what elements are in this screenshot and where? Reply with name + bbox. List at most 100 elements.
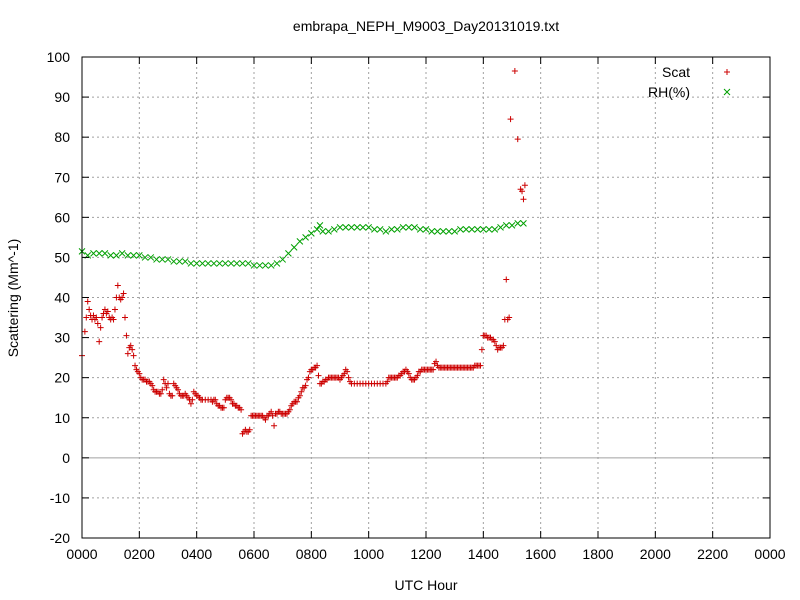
rh-point <box>491 226 499 233</box>
rh-point <box>422 226 430 233</box>
rh-point <box>90 250 97 257</box>
rh-point <box>319 228 327 235</box>
rh-point <box>107 252 115 259</box>
rh-point <box>233 260 241 267</box>
rh-point <box>316 221 324 229</box>
rh-point <box>416 226 424 233</box>
rh-point <box>124 252 132 259</box>
legend-marker-scat <box>724 69 730 75</box>
scat-point <box>238 406 245 413</box>
scat-point <box>94 320 101 327</box>
rh-point <box>221 260 229 267</box>
rh-point <box>199 260 206 267</box>
scat-point <box>262 416 269 423</box>
scat-point <box>212 396 219 403</box>
y-tick-label: -20 <box>50 530 70 546</box>
scat-point <box>433 358 440 365</box>
scat-point <box>175 386 182 393</box>
scat-point <box>132 362 139 369</box>
tick-labels: -20 -10 0 10 20 30 40 50 60 70 80 90 100 0000 0200 0400… <box>47 49 786 562</box>
rh-point <box>250 262 258 269</box>
rh-point <box>382 228 390 235</box>
rh-point <box>113 252 120 259</box>
rh-point <box>141 254 149 261</box>
y-tick-label: -10 <box>50 490 70 506</box>
rh-point <box>342 224 350 231</box>
series-scat <box>79 68 528 437</box>
rh-point <box>279 256 287 263</box>
scat-point <box>286 406 293 413</box>
scat-point <box>521 182 528 189</box>
rh-point <box>227 260 235 267</box>
rh-point <box>267 262 275 269</box>
rh-point <box>365 224 373 231</box>
rh-point <box>514 219 522 227</box>
rh-point <box>445 228 453 235</box>
rh-point <box>239 260 246 267</box>
scat-point <box>86 306 93 313</box>
y-tick-label: 20 <box>54 370 70 386</box>
scat-point <box>129 346 136 353</box>
rh-point <box>462 226 470 233</box>
rh-point <box>393 226 401 233</box>
rh-point <box>434 228 441 235</box>
rh-point <box>336 224 344 231</box>
scat-point <box>500 342 507 349</box>
rh-point <box>193 260 201 267</box>
rh-point <box>497 224 504 231</box>
x-axis-label: UTC Hour <box>394 577 457 593</box>
rh-point <box>118 250 126 257</box>
legend-marker-rh <box>723 88 731 96</box>
scat-point <box>110 316 117 323</box>
rh-point <box>330 226 338 233</box>
rh-point <box>468 226 476 233</box>
data-series <box>78 68 528 437</box>
scat-point <box>165 380 171 387</box>
rh-point <box>353 224 361 231</box>
axes <box>81 56 771 539</box>
scat-point <box>519 188 526 195</box>
rh-point <box>135 252 143 259</box>
scat-point <box>122 314 128 321</box>
scat-point <box>160 376 167 383</box>
scat-point <box>271 422 278 429</box>
x-tick-label: 0000 <box>754 546 785 562</box>
scat-point <box>104 308 111 315</box>
y-tick-label: 50 <box>54 249 70 265</box>
y-tick-label: 30 <box>54 330 70 346</box>
scat-point <box>520 196 527 203</box>
rh-point <box>176 258 183 265</box>
scat-point <box>477 362 484 369</box>
y-tick-label: 80 <box>54 129 70 145</box>
rh-point <box>273 260 281 267</box>
y-tick-label: 70 <box>54 169 70 185</box>
x-tick-label: 1800 <box>582 546 613 562</box>
rh-point <box>376 226 384 233</box>
rh-point <box>244 260 252 267</box>
rh-point <box>439 228 447 235</box>
scat-point <box>302 382 309 389</box>
scat-point <box>157 390 164 397</box>
rh-point <box>153 256 160 263</box>
x-tick-label: 1200 <box>410 546 441 562</box>
rh-point <box>216 260 223 267</box>
rh-point <box>158 256 166 263</box>
scat-point <box>506 314 513 321</box>
scat-point <box>149 382 156 389</box>
rh-point <box>485 226 493 233</box>
x-tick-label: 1400 <box>468 546 499 562</box>
legend: Scat RH(%) <box>648 64 731 100</box>
rh-point <box>399 224 407 231</box>
series-rh <box>78 219 527 269</box>
x-tick-label: 2200 <box>697 546 728 562</box>
scat-point <box>96 338 103 345</box>
x-tick-label: 2000 <box>640 546 671 562</box>
scat-point <box>99 314 106 321</box>
chart-title: embrapa_NEPH_M9003_Day20131019.txt <box>293 18 559 34</box>
rh-point <box>302 234 309 241</box>
scat-point <box>123 332 130 339</box>
rh-point <box>307 230 315 237</box>
rh-point <box>520 219 527 227</box>
scat-point <box>294 398 300 405</box>
scat-point <box>111 306 118 313</box>
